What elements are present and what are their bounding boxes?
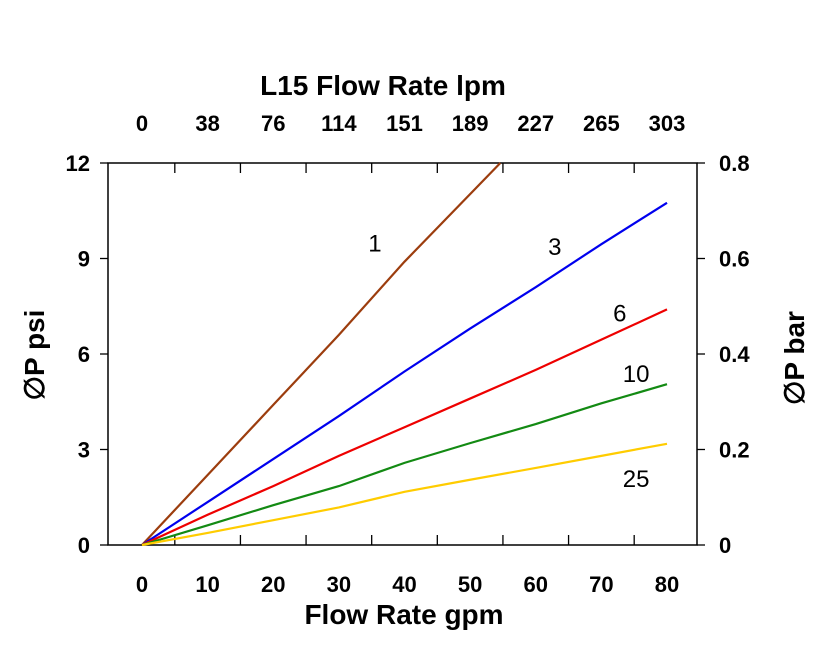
series-line-3 bbox=[141, 201, 668, 546]
x-tick-label: 20 bbox=[261, 572, 285, 597]
y-axis-label: ∅P psi bbox=[19, 310, 50, 401]
series-label-1: 1 bbox=[368, 231, 381, 258]
y2-tick-label: 0.8 bbox=[719, 151, 750, 176]
series-label-3: 3 bbox=[548, 234, 561, 261]
series-label-25: 25 bbox=[623, 466, 650, 493]
x-tick-label: 80 bbox=[655, 572, 679, 597]
x-axis-label: Flow Rate gpm bbox=[304, 599, 503, 630]
y-tick-label: 9 bbox=[78, 247, 90, 272]
x2-tick-label: 227 bbox=[517, 111, 554, 136]
y-tick-label: 12 bbox=[66, 151, 90, 176]
x2-tick-label: 265 bbox=[583, 111, 620, 136]
y2-tick-label: 0.6 bbox=[719, 247, 750, 272]
x-tick-label: 60 bbox=[524, 572, 548, 597]
x-tick-label: 10 bbox=[195, 572, 219, 597]
x-tick-label: 70 bbox=[589, 572, 613, 597]
series-line-6 bbox=[141, 308, 668, 546]
series-line-10 bbox=[141, 383, 668, 547]
y-tick-label: 3 bbox=[78, 438, 90, 463]
x2-tick-label: 0 bbox=[136, 111, 148, 136]
x-tick-label: 30 bbox=[327, 572, 351, 597]
series-label-10: 10 bbox=[623, 361, 650, 388]
x2-tick-label: 303 bbox=[649, 111, 686, 136]
y-tick-label: 6 bbox=[78, 342, 90, 367]
y2-tick-label: 0.2 bbox=[719, 438, 750, 463]
chart-title: L15 Flow Rate lpm bbox=[260, 70, 506, 101]
series-label-6: 6 bbox=[613, 301, 626, 328]
y2-tick-label: 0.4 bbox=[719, 342, 750, 367]
y-tick-label: 0 bbox=[78, 533, 90, 558]
x2-tick-label: 38 bbox=[195, 111, 219, 136]
x2-tick-label: 189 bbox=[452, 111, 489, 136]
x2-tick-label: 114 bbox=[321, 111, 357, 136]
x-tick-label: 50 bbox=[458, 572, 482, 597]
series-line-1 bbox=[141, 162, 502, 546]
y2-axis-label: ∅P bar bbox=[779, 311, 810, 405]
x2-tick-label: 151 bbox=[386, 111, 423, 136]
series-line-25 bbox=[141, 442, 668, 547]
x2-tick-label: 76 bbox=[261, 111, 285, 136]
x-tick-label: 40 bbox=[392, 572, 416, 597]
x-tick-label: 0 bbox=[136, 572, 148, 597]
y2-tick-label: 0 bbox=[719, 533, 731, 558]
